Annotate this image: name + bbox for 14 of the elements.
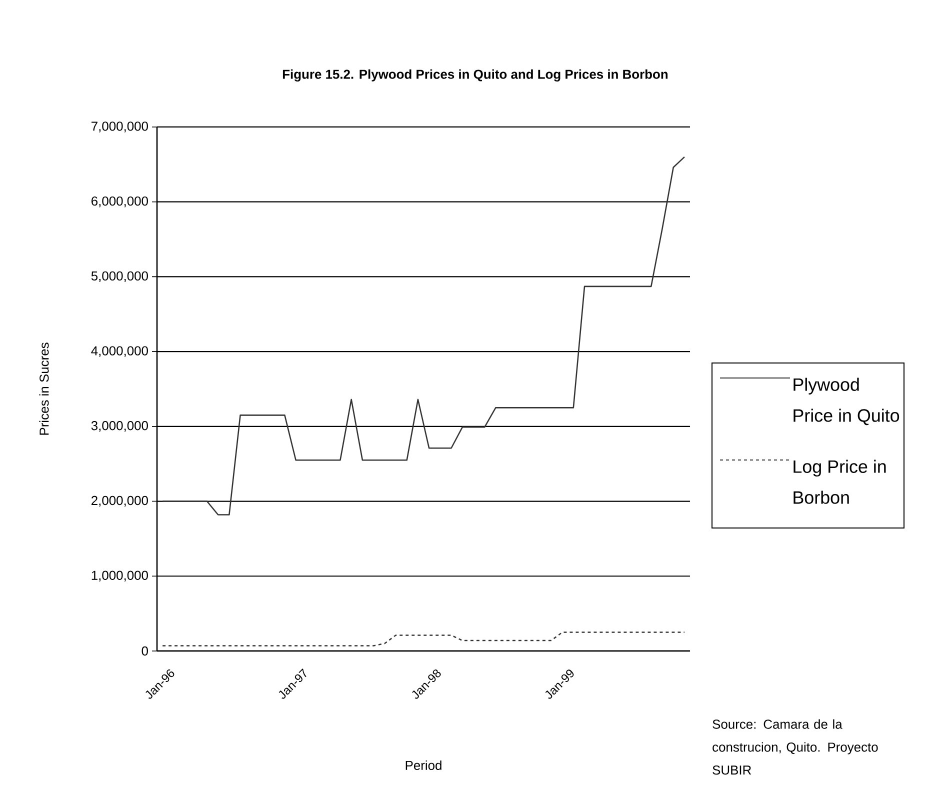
y-tick-label: 5,000,000 [91, 271, 148, 282]
y-tick-label: 0 [142, 646, 148, 656]
legend-label: Plywood Price in Quito [794, 378, 900, 426]
y-tick-label: 2,000,000 [92, 496, 148, 507]
y-tick-label: 7,000,000 [92, 122, 148, 132]
y-axis-title: Prices in Sucres [39, 342, 49, 435]
y-tick-label: 1,000,000 [92, 570, 148, 582]
y-tick-label: 4,000,000 [91, 346, 148, 357]
source-note: Source: Camara de la construcion, Quito. Proyecto SUBIR [712, 719, 878, 775]
y-tick-label: 6,000,000 [92, 196, 148, 208]
x-axis-title: Period [406, 760, 442, 770]
y-tick-label: 3,000,000 [91, 421, 148, 432]
legend-label: Log Price in Borbon [794, 460, 886, 504]
chart-title: Figure 15.2. Plywood Prices in Quito and Log Prices in Borbon [282, 69, 668, 82]
